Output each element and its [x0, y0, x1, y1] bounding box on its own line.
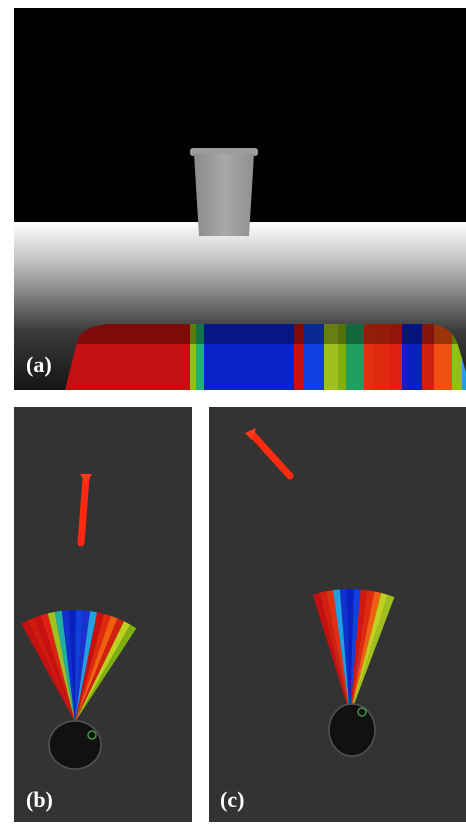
goal-arrow — [81, 478, 86, 543]
scan-band — [60, 322, 466, 392]
panel-label: (c) — [220, 787, 244, 812]
stripe — [60, 322, 466, 344]
figure: (a) (b) (c) — [0, 0, 466, 825]
panel-label: (a) — [26, 352, 52, 377]
panel-label: (b) — [26, 787, 53, 812]
cup — [190, 148, 258, 236]
panel-c: (c) — [209, 407, 466, 822]
robot — [329, 704, 375, 756]
robot — [49, 721, 101, 769]
panel-a: (a) — [14, 8, 466, 392]
panel-b: (b) — [14, 407, 192, 822]
